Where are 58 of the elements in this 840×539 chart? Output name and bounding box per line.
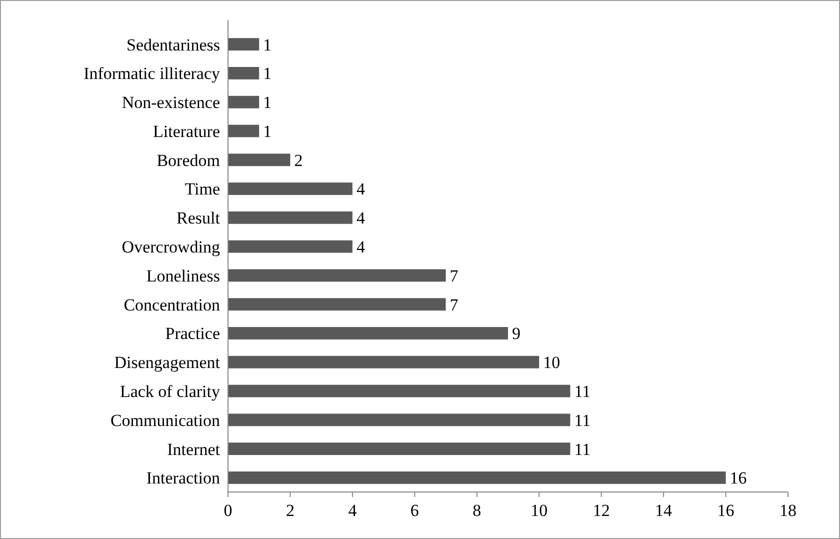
bar [228,240,352,253]
y-tick-label: Lack of clarity [120,382,220,401]
y-tick-label: Sedentariness [126,35,220,54]
bar [228,327,508,340]
bar [228,298,446,311]
data-label: 1 [263,93,272,112]
data-label: 11 [574,440,591,459]
y-tick-label: Non-existence [122,93,220,112]
bar [228,442,570,456]
y-tick-label: Internet [167,440,220,459]
data-label: 4 [356,238,366,257]
bar [228,182,352,195]
y-tick-label: Loneliness [146,266,220,286]
data-label: 11 [574,410,591,430]
x-tick-label: 0 [224,501,232,520]
bar [228,154,290,166]
x-tick-label: 18 [780,501,796,520]
bar [228,38,260,51]
data-label: 1 [263,122,272,141]
y-tick-label: Time [184,180,220,199]
data-label: 4 [356,180,366,199]
bar [228,414,570,426]
x-tick-label: 14 [655,501,673,520]
bar [228,384,570,398]
y-tick-label: Interaction [146,468,220,488]
y-tick-label: Boredom [156,150,220,170]
data-label: 10 [543,353,560,372]
x-tick-label: 12 [592,501,610,520]
data-label: 2 [294,150,303,170]
y-tick-label: Overcrowding [122,238,220,257]
bar [228,66,260,80]
y-tick-label: Informatic illiteracy [84,64,220,84]
x-tick-label: 16 [717,501,734,520]
data-label: 1 [263,35,272,54]
data-label: 7 [450,266,459,286]
x-tick-label: 2 [286,501,294,520]
y-tick-label: Literature [152,122,220,141]
y-tick-label: Communication [110,410,220,430]
data-label: 11 [574,382,591,401]
data-label: 4 [356,208,366,228]
bar [228,96,260,108]
data-label: 9 [512,324,520,344]
data-label: 1 [263,64,272,84]
data-label: 16 [730,468,747,488]
y-tick-label: Concentration [124,295,220,314]
x-tick-label: 6 [410,501,419,520]
bar [228,356,540,368]
x-tick-label: 4 [348,501,358,520]
bar [228,124,260,138]
y-tick-label: Practice [165,324,220,344]
x-tick-label: 10 [530,501,548,520]
bar [228,471,726,484]
y-tick-label: Disengagement [114,353,220,372]
bar [228,211,352,224]
data-label: 7 [450,295,459,314]
bar [228,269,446,282]
x-tick-label: 8 [472,501,482,520]
y-tick-label: Result [176,208,220,228]
